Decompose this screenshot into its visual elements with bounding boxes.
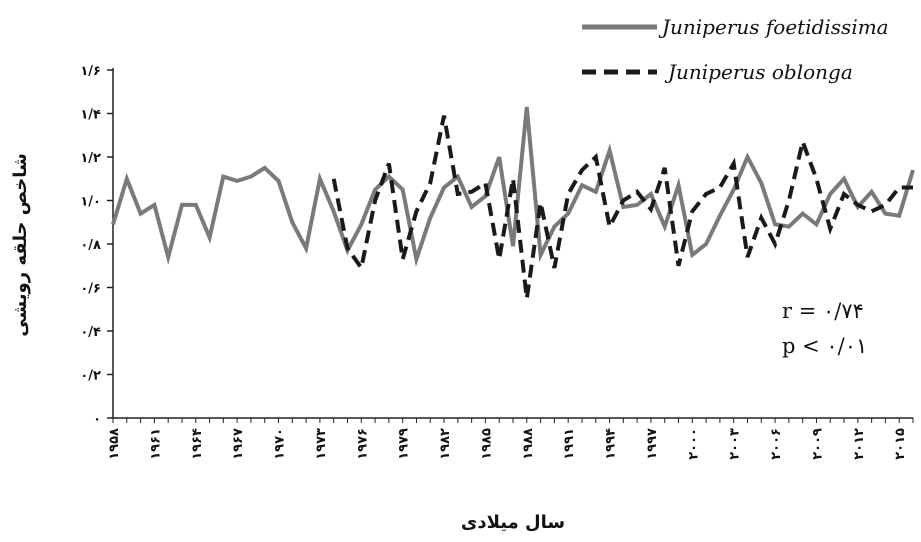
x-tick-label: ۱۹۵۸ <box>107 428 122 460</box>
x-tick-label: ۲۰۱۵ <box>893 428 908 460</box>
legend-label-foetidissima: Juniperus foetidissima <box>658 15 889 39</box>
y-tick-label: ۰ <box>93 412 101 427</box>
y-tick-label: ۰/۸ <box>80 238 101 253</box>
x-tick-label: ۱۹۹۷ <box>645 428 660 460</box>
x-tick-label: ۱۹۸۸ <box>521 428 536 460</box>
y-tick-label: ۱/۴ <box>80 108 101 123</box>
y-tick-label: ۰/۲ <box>80 369 101 384</box>
x-tick-label: ۱۹۶۷ <box>231 428 246 460</box>
x-tick-label: ۲۰۰۳ <box>728 428 743 460</box>
x-tick-label: ۱۹۷۰ <box>273 428 288 460</box>
x-tick-label: ۲۰۱۲ <box>852 428 867 460</box>
x-ticks: ۱۹۵۸ ۱۹۶۱ ۱۹۶۴ ۱۹۶۷ ۱۹۷۰ ۱۹۷۳ ۱۹۷۶ ۱۹۷۹ ۱۹۸۲ ۱۹۸۵… <box>107 418 914 460</box>
x-tick-label: ۱۹۶۴ <box>190 428 205 460</box>
x-tick-label: ۱۹۷۳ <box>314 428 329 460</box>
annotation-p: p < ۰/۰۱ <box>782 334 867 358</box>
x-tick-label: ۱۹۸۲ <box>438 428 453 460</box>
legend-label-oblonga: Juniperus oblonga <box>664 60 853 84</box>
y-tick-label: ۱/۲ <box>80 151 101 166</box>
x-tick-label: ۱۹۹۴ <box>604 428 619 460</box>
x-tick-label: ۱۹۸۵ <box>479 428 494 460</box>
x-tick-label: ۲۰۰۰ <box>686 428 701 460</box>
x-tick-label: ۲۰۰۶ <box>769 428 784 460</box>
x-tick-label: ۱۹۹۱ <box>562 428 577 460</box>
x-tick-label: ۲۰۰۹ <box>810 428 825 460</box>
y-tick-label: ۱/۰ <box>80 195 101 210</box>
y-axis-title: شاخص حلقه رویشی <box>10 153 31 337</box>
legend: Juniperus foetidissima Juniperus oblonga <box>582 15 889 84</box>
x-tick-label: ۱۹۷۹ <box>397 428 412 460</box>
y-tick-label: ۱/۶ <box>80 64 101 79</box>
annotation-r: r = ۰/۷۴ <box>782 299 864 323</box>
x-axis-title: سال میلادی <box>461 512 565 533</box>
x-tick-label: ۱۹۷۶ <box>355 428 370 460</box>
y-tick-label: ۰/۴ <box>80 325 101 340</box>
y-ticks: ۰ ۰/۲ ۰/۴ ۰/۶ ۰/۸ ۱/۰ ۱/۲ ۱/۴ ۱/۶ <box>80 64 113 427</box>
x-tick-label: ۱۹۶۱ <box>148 428 163 460</box>
series-line-oblonga <box>331 115 913 299</box>
y-tick-label: ۰/۶ <box>80 282 101 297</box>
series-lines <box>111 106 915 299</box>
